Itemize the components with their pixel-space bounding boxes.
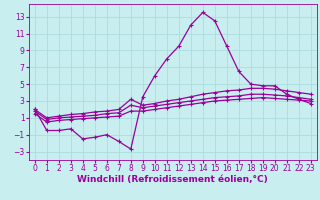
- X-axis label: Windchill (Refroidissement éolien,°C): Windchill (Refroidissement éolien,°C): [77, 175, 268, 184]
